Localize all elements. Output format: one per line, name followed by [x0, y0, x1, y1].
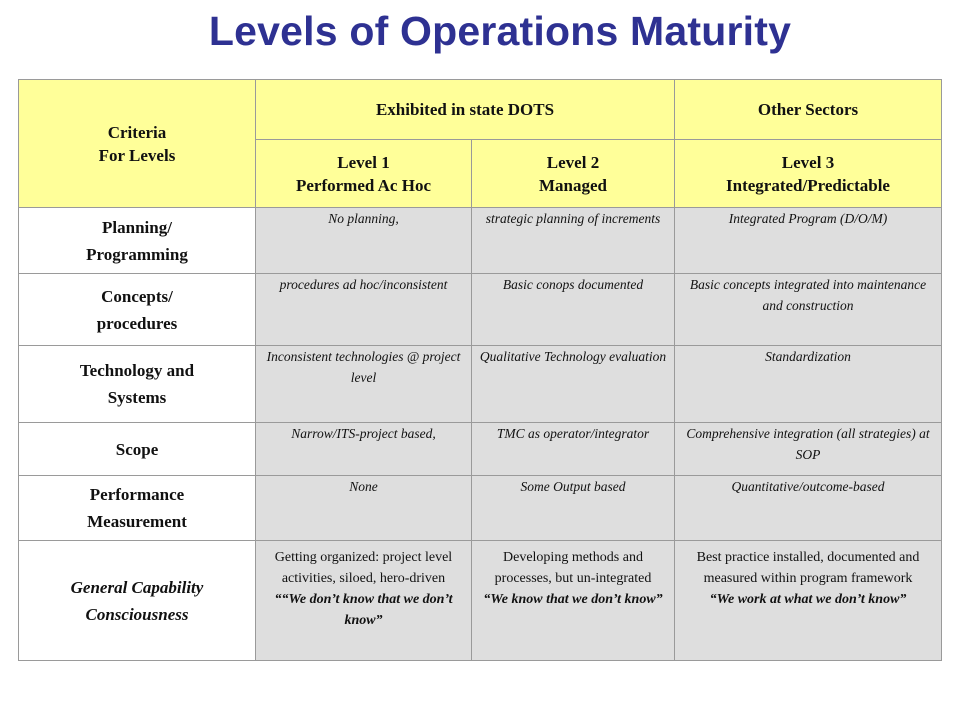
level3-cell: Standardization [674, 345, 942, 423]
table-row: Performance Measurement None Some Output… [18, 475, 942, 541]
cell-text: Best practice installed, documented and … [696, 550, 920, 586]
cell-text: Getting organized: project level activit… [274, 550, 453, 586]
level1-name: Level 1 [337, 152, 390, 172]
cell-text: Developing methods and processes, but un… [494, 550, 652, 586]
row-label-line2: Measurement [87, 512, 187, 531]
row-label-line1: Planning/ [102, 217, 172, 237]
level1-cell: procedures ad hoc/inconsistent [255, 273, 472, 346]
level2-cell: Qualitative Technology evaluation [471, 345, 675, 423]
level1-cell: None [255, 475, 472, 541]
criteria-capability: General Capability Consciousness [18, 540, 256, 661]
level3-cell: Quantitative/outcome-based [674, 475, 942, 541]
level2-header: Level 2 Managed [471, 139, 675, 208]
level2-cell: strategic planning of increments [471, 207, 675, 274]
for-levels-label: For Levels [98, 145, 176, 165]
row-label-line1: Concepts/ [101, 286, 173, 306]
row-label-line2: procedures [96, 313, 178, 333]
criteria-label: Criteria [107, 122, 167, 142]
row-label-line2: Consciousness [85, 604, 189, 624]
level2-name: Level 2 [546, 152, 600, 172]
other-sectors-header: Other Sectors [674, 79, 942, 140]
level1-header: Level 1 Performed Ac Hoc [255, 139, 472, 208]
level3-cell: Integrated Program (D/O/M) [674, 207, 942, 274]
criteria-scope: Scope [18, 422, 256, 476]
level3-cell: Best practice installed, documented and … [674, 540, 942, 661]
table-row: General Capability Consciousness Getting… [18, 540, 942, 661]
criteria-performance: Performance Measurement [18, 475, 256, 541]
cell-quote: ““We don’t know that we don’t know” [274, 592, 453, 628]
level1-cell: No planning, [255, 207, 472, 274]
level1-cell: Inconsistent technologies @ project leve… [255, 345, 472, 423]
row-label-line2: Systems [107, 388, 167, 407]
row-label-line2: Programming [86, 244, 188, 264]
criteria-planning: Planning/ Programming [18, 207, 256, 274]
header-row-levels: Level 1 Performed Ac Hoc Level 2 Managed… [19, 139, 942, 208]
level1-desc: Performed Ac Hoc [296, 175, 431, 195]
row-label-line1: Technology and [79, 361, 195, 380]
level2-cell: TMC as operator/integrator [471, 422, 675, 476]
level1-cell: Narrow/ITS-project based, [255, 422, 472, 476]
cell-quote: “We know that we don’t know” [483, 592, 663, 607]
table-row: Technology and Systems Inconsistent tech… [18, 345, 942, 423]
level2-cell: Basic conops documented [471, 273, 675, 346]
level2-desc: Managed [539, 175, 607, 195]
criteria-header: Criteria For Levels [18, 79, 256, 208]
table-row: Scope Narrow/ITS-project based, TMC as o… [18, 422, 942, 476]
level3-cell: Comprehensive integration (all strategie… [674, 422, 942, 476]
criteria-technology: Technology and Systems [18, 345, 256, 423]
level3-name: Level 3 [781, 152, 835, 172]
row-label-line1: General Capability [70, 577, 204, 597]
table-row: Planning/ Programming No planning, strat… [18, 207, 942, 274]
cell-quote: “We work at what we don’t know” [709, 592, 907, 607]
level2-cell: Some Output based [471, 475, 675, 541]
row-label-line1: Performance [89, 485, 185, 504]
maturity-table: Criteria For Levels Exhibited in state D… [18, 79, 942, 661]
table-row: Concepts/ procedures procedures ad hoc/i… [18, 273, 942, 346]
level2-cell: Developing methods and processes, but un… [471, 540, 675, 661]
dots-group-header: Exhibited in state DOTS [255, 79, 675, 140]
level3-cell: Basic concepts integrated into maintenan… [674, 273, 942, 346]
page-title: Levels of Operations Maturity [208, 8, 792, 54]
level3-header: Level 3 Integrated/Predictable [674, 139, 942, 208]
level1-cell: Getting organized: project level activit… [255, 540, 472, 661]
header-row-groups: Criteria For Levels Exhibited in state D… [18, 79, 942, 208]
criteria-concepts: Concepts/ procedures [18, 273, 256, 346]
level3-desc: Integrated/Predictable [726, 175, 890, 195]
